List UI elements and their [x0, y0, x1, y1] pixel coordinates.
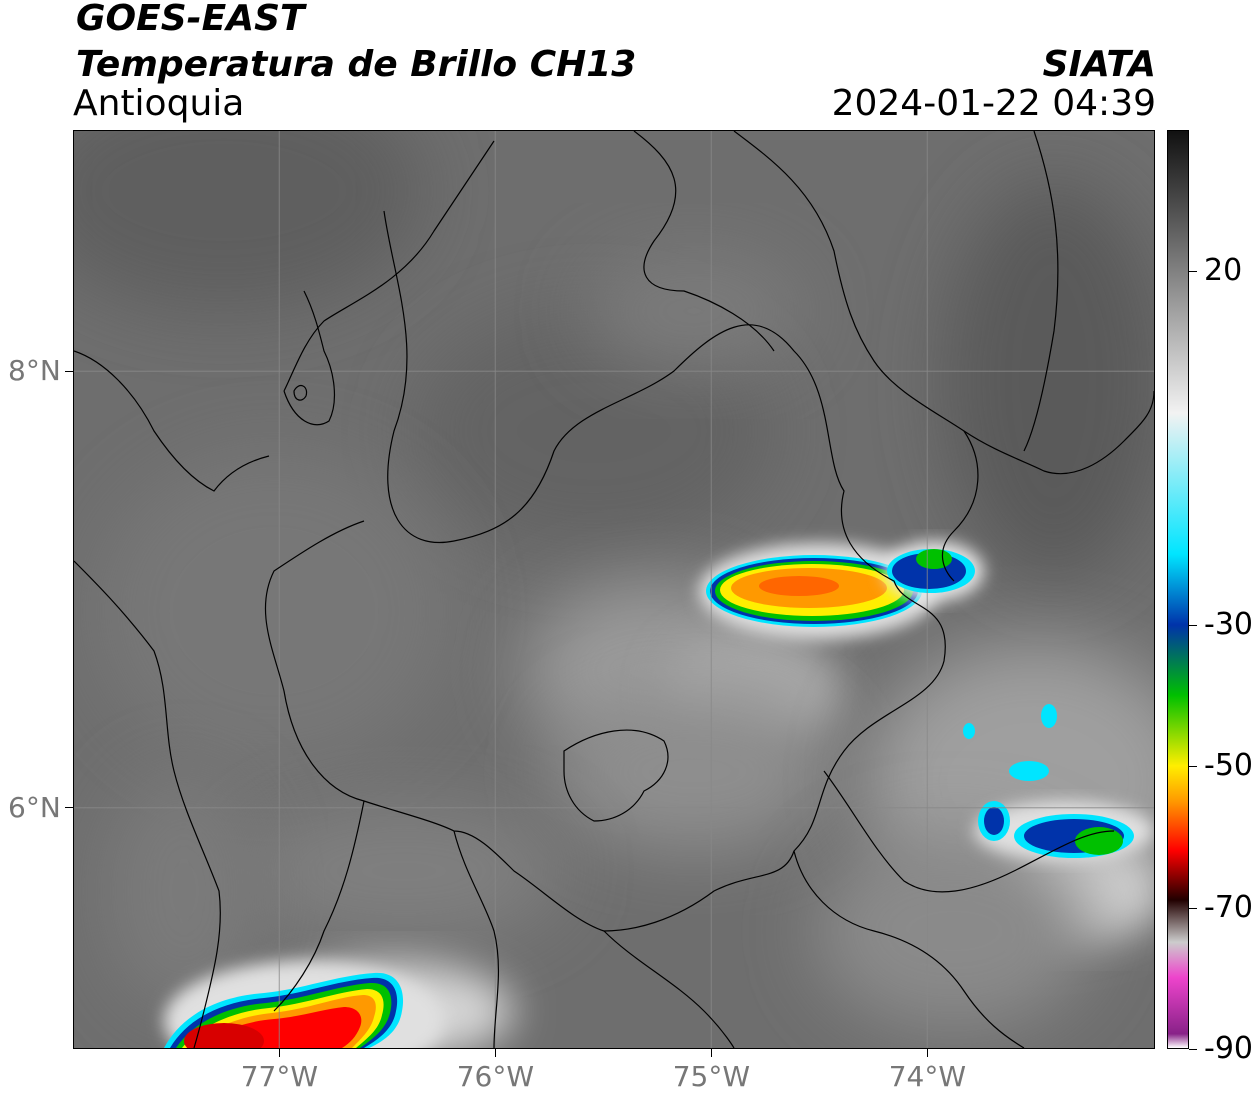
lon-tick-label-3: 74°W: [888, 1060, 967, 1093]
colorbar-tick-4: [1189, 1049, 1197, 1050]
caribbean-coastline: [74, 350, 270, 492]
colorbar-label-4: -90: [1204, 1031, 1252, 1066]
lat-tick-label-0: 8°N: [8, 354, 61, 388]
department-border-east: [963, 390, 1154, 475]
temperature-colorbar: [1167, 130, 1189, 1049]
convective-cloud-southeast: [963, 704, 1154, 861]
colorbar-label-2: -50: [1204, 748, 1252, 784]
satellite-map[interactable]: [73, 130, 1155, 1049]
department-border-southwest: [453, 830, 500, 1048]
timestamp-label: 2024-01-22 04:39: [831, 83, 1156, 124]
colorbar-label-0: 20: [1204, 253, 1243, 289]
department-border-south-east: [793, 850, 1025, 1048]
pacific-coastline: [74, 560, 221, 1048]
product-title: Temperatura de Brillo CH13: [76, 44, 637, 85]
colorbar-label-3: -70: [1204, 889, 1252, 925]
lat-tick-mark-1: [65, 807, 73, 809]
colorbar-tick-2: [1189, 766, 1197, 768]
lon-tick-mark-2: [710, 1049, 712, 1057]
lon-tick-mark-1: [494, 1049, 496, 1057]
chocó-interior-border: [273, 800, 365, 1012]
map-canvas: [74, 131, 1154, 1048]
lon-tick-mark-3: [926, 1049, 928, 1057]
convective-cloud-southwest: [164, 961, 444, 1048]
organization-label: SIATA: [1042, 44, 1156, 85]
region-subtitle: Antioquia: [73, 83, 245, 124]
lat-tick-mark-0: [65, 370, 73, 372]
colorbar-tick-0: [1189, 271, 1197, 273]
department-border-southeast: [823, 770, 1115, 893]
colorbar-label-1: -30: [1204, 606, 1252, 642]
colorbar-tick-3: [1189, 907, 1197, 909]
lon-tick-label-1: 76°W: [456, 1060, 535, 1093]
coastlines-and-borders: [74, 131, 1154, 1048]
graticule: [74, 131, 1154, 1048]
lon-tick-mark-0: [278, 1049, 280, 1057]
municipality-outline: [563, 729, 669, 822]
lat-tick-label-1: 6°N: [8, 790, 61, 824]
gulf-of-uraba-coast: [283, 140, 495, 392]
lon-tick-label-0: 77°W: [240, 1060, 319, 1093]
convective-cloud-antioquia-east: [699, 541, 984, 639]
department-border-south: [603, 930, 735, 1048]
island-outline: [293, 384, 308, 401]
department-border-northeast: [733, 131, 979, 582]
lon-tick-label-2: 75°W: [672, 1060, 751, 1093]
satellite-title: GOES-EAST: [76, 0, 305, 39]
department-border-far-east: [1023, 131, 1059, 452]
gulf-of-uraba-inner: [283, 290, 335, 426]
colorbar-tick-1: [1189, 624, 1197, 626]
department-border-north: [633, 131, 775, 352]
